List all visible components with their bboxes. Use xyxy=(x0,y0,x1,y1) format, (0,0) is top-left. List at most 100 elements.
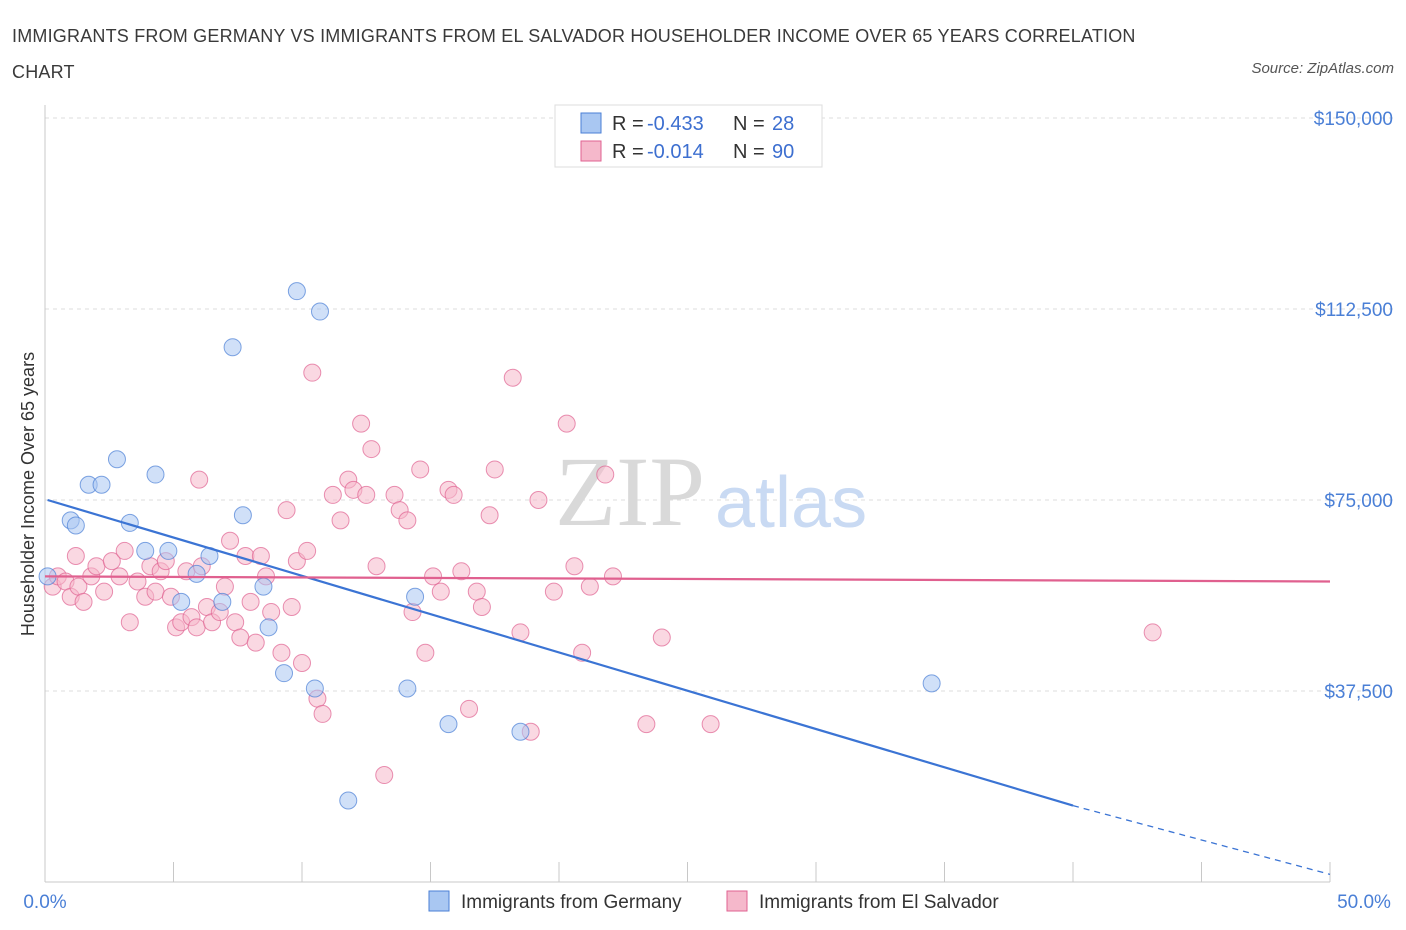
data-point xyxy=(503,368,522,387)
legend-n-value-germany: 28 xyxy=(772,113,794,135)
data-point xyxy=(298,541,317,560)
data-point xyxy=(411,460,430,479)
data-point xyxy=(385,485,404,504)
data-point xyxy=(580,577,599,596)
data-point xyxy=(241,592,260,611)
data-point xyxy=(557,414,576,433)
bottom-legend-label-germany: Immigrants from Germany xyxy=(461,892,682,913)
data-point xyxy=(287,282,306,301)
data-point xyxy=(272,643,291,662)
data-point xyxy=(231,628,250,647)
data-point xyxy=(262,603,281,622)
data-point xyxy=(146,465,165,484)
data-point xyxy=(187,564,206,583)
y-tick-label: $150,000 xyxy=(1314,109,1393,130)
data-point xyxy=(460,699,479,718)
data-point xyxy=(406,587,425,606)
data-point xyxy=(310,302,329,321)
data-point xyxy=(416,643,435,662)
y-axis-label: Householder Income Over 65 years xyxy=(18,352,38,636)
data-point xyxy=(431,582,450,601)
legend-n-value-elsalvador: 90 xyxy=(772,141,794,163)
watermark-atlas: atlas xyxy=(715,463,867,543)
x-ticks xyxy=(44,862,1331,882)
data-point xyxy=(246,633,265,652)
data-point xyxy=(480,506,499,525)
data-point xyxy=(398,679,417,698)
data-point xyxy=(172,592,191,611)
data-point xyxy=(467,582,486,601)
data-point xyxy=(637,715,656,734)
data-point xyxy=(529,491,548,509)
data-point xyxy=(115,541,134,560)
data-point xyxy=(254,577,273,596)
data-point xyxy=(367,557,386,576)
data-point xyxy=(424,567,443,586)
data-point xyxy=(357,485,376,504)
data-point xyxy=(352,414,371,433)
data-point xyxy=(313,704,332,723)
data-point xyxy=(701,715,720,734)
data-point xyxy=(452,562,471,581)
data-point xyxy=(87,557,106,576)
data-point xyxy=(223,338,242,357)
watermark-zip: ZIP xyxy=(555,436,705,547)
legend-swatch-elsalvador xyxy=(580,140,602,162)
data-point xyxy=(102,552,121,571)
bottom-legend-swatch-elsalvador xyxy=(726,890,748,912)
y-tick-label: $75,000 xyxy=(1324,491,1393,512)
y-tick-label: $37,500 xyxy=(1324,682,1393,703)
data-point xyxy=(66,516,85,535)
data-point xyxy=(472,597,491,616)
legend-bottom: Immigrants from Germany Immigrants from … xyxy=(428,890,999,913)
chart-source: Source: ZipAtlas.com xyxy=(1251,60,1394,77)
data-point xyxy=(282,597,301,616)
legend-top: R = -0.433 N = 28 R = -0.014 N = 90 xyxy=(554,104,823,168)
data-point xyxy=(92,475,111,494)
data-point xyxy=(444,485,463,504)
data-point xyxy=(136,541,155,560)
chart-title: IMMIGRANTS FROM GERMANY VS IMMIGRANTS FR… xyxy=(12,26,1136,82)
data-point xyxy=(236,547,255,566)
bottom-legend-label-elsalvador: Immigrants from El Salvador xyxy=(759,892,999,913)
data-point xyxy=(277,501,296,520)
data-point xyxy=(128,572,147,591)
data-point xyxy=(603,567,622,586)
legend-r-label-germany: R = xyxy=(612,113,644,135)
data-point xyxy=(66,547,85,566)
data-point xyxy=(398,511,417,530)
legend-swatch-germany xyxy=(580,112,602,134)
data-point xyxy=(375,766,394,785)
legend-r-value-germany: -0.433 xyxy=(647,113,704,135)
data-point xyxy=(215,577,234,596)
trend-line-germany xyxy=(47,498,1074,807)
data-point xyxy=(190,470,209,489)
data-point xyxy=(511,722,530,741)
legend-n-label-germany: N = xyxy=(733,113,765,135)
data-point xyxy=(120,613,139,632)
data-point xyxy=(95,582,114,601)
data-point xyxy=(275,664,294,683)
data-point xyxy=(259,618,278,637)
data-point xyxy=(303,363,322,382)
series-layer xyxy=(38,282,1331,875)
data-point xyxy=(107,450,126,469)
legend-r-value-elsalvador: -0.014 xyxy=(647,141,704,163)
data-point xyxy=(652,628,671,647)
data-point xyxy=(323,485,342,504)
data-point xyxy=(74,592,93,611)
legend-n-label-elsalvador: N = xyxy=(733,141,765,163)
data-point xyxy=(226,613,245,632)
data-point xyxy=(544,582,563,601)
data-point xyxy=(221,531,240,550)
y-tick-label: $112,500 xyxy=(1315,300,1393,321)
data-point xyxy=(305,679,324,698)
trend-line-elsalvador xyxy=(44,575,1331,583)
data-point xyxy=(1143,623,1162,642)
x-tick-label-max: 50.0% xyxy=(1337,892,1391,913)
data-point xyxy=(233,506,252,525)
data-point xyxy=(439,715,458,734)
y-tick-labels: $37,500 $75,000 $112,500 $150,000 xyxy=(1314,109,1393,703)
bottom-legend-swatch-germany xyxy=(428,890,450,912)
